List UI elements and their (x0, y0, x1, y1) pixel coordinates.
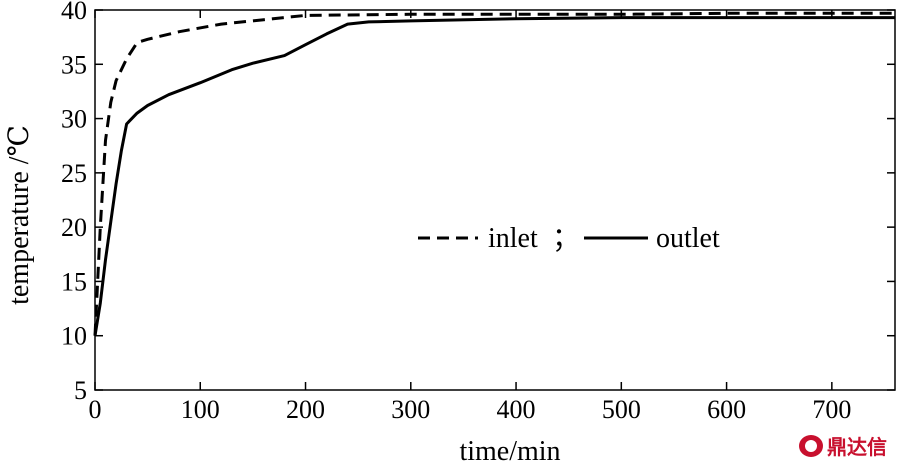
x-tick-label: 500 (602, 395, 641, 424)
series-line-outlet (93, 16, 895, 336)
plot-frame (94, 9, 896, 391)
x-tick-label: 400 (497, 395, 536, 424)
y-axis: 5 10 15 20 25 30 35 40 (61, 0, 895, 405)
legend-label-inlet: inlet (488, 223, 538, 254)
watermark: 鼎达信 (799, 431, 887, 460)
x-tick-label: 700 (812, 395, 851, 424)
y-tick-label: 25 (61, 159, 87, 188)
x-axis-label: time/min (459, 436, 560, 467)
y-tick-label: 30 (61, 105, 87, 134)
y-axis-label: temperature /℃ (4, 125, 35, 305)
legend-label-outlet: outlet (656, 223, 720, 254)
x-tick-label: 100 (181, 395, 220, 424)
y-tick-label: 20 (61, 213, 87, 242)
watermark-logo-icon (799, 434, 823, 457)
y-tick-label: 15 (61, 267, 87, 296)
y-tick-label: 35 (61, 50, 87, 79)
x-axis: 0 100 200 300 400 500 600 700 (89, 10, 851, 424)
series-layer (93, 11, 895, 336)
legend: inlet ； outlet (418, 223, 720, 254)
x-tick-label: 200 (286, 395, 325, 424)
x-tick-label: 600 (707, 395, 746, 424)
y-tick-label: 40 (61, 0, 87, 25)
watermark-text: 鼎达信 (827, 435, 887, 459)
x-tick-label: 0 (89, 395, 102, 424)
x-tick-label: 300 (391, 395, 430, 424)
legend-separator: ； (552, 223, 580, 254)
y-tick-label: 5 (74, 376, 87, 405)
series-line-inlet (93, 11, 895, 336)
y-tick-label: 10 (61, 322, 87, 351)
